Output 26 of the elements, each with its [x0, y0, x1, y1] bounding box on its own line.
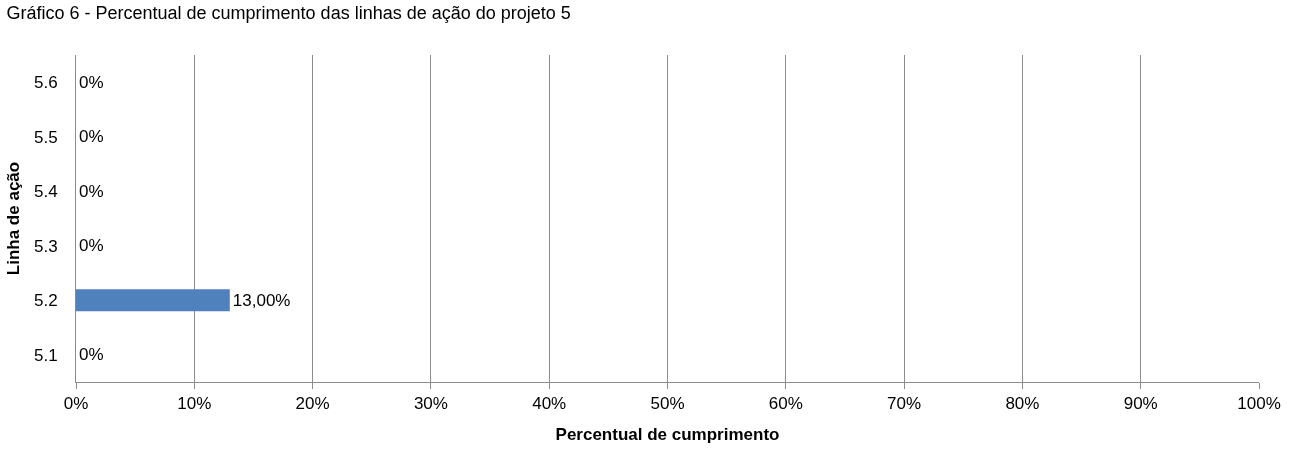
- x-tick-label: 30%: [413, 394, 448, 414]
- data-label: 13,00%: [232, 290, 291, 310]
- x-axis-title: Percentual de cumprimento: [555, 424, 780, 444]
- x-tick-label: 70%: [887, 394, 922, 414]
- data-label: 0%: [79, 72, 104, 92]
- y-tick-label: 5.6: [33, 73, 58, 93]
- y-tick-label: 5.1: [33, 345, 58, 365]
- data-label: 0%: [79, 236, 104, 256]
- x-tick-label: 60%: [768, 394, 803, 414]
- y-axis-title: Linha de ação: [3, 161, 23, 276]
- x-tick-label: 0%: [63, 394, 89, 414]
- chart-title: Gráfico 6 - Percentual de cumprimento das linhas de ação do projeto 5: [6, 3, 571, 24]
- x-tick-label: 100%: [1237, 394, 1281, 414]
- data-label: 0%: [79, 127, 104, 147]
- y-tick-label: 5.4: [33, 182, 58, 202]
- x-tick-label: 40%: [532, 394, 567, 414]
- x-tick-label: 20%: [295, 394, 330, 414]
- data-label: 0%: [79, 345, 104, 365]
- x-tick-label: 80%: [1005, 394, 1040, 414]
- x-tick-label: 90%: [1123, 394, 1158, 414]
- x-tick-label: 10%: [177, 394, 212, 414]
- y-tick-label: 5.2: [33, 291, 58, 311]
- y-tick-label: 5.3: [33, 236, 58, 256]
- data-label: 0%: [79, 181, 104, 201]
- x-tick-label: 50%: [650, 394, 685, 414]
- y-tick-label: 5.5: [33, 127, 58, 147]
